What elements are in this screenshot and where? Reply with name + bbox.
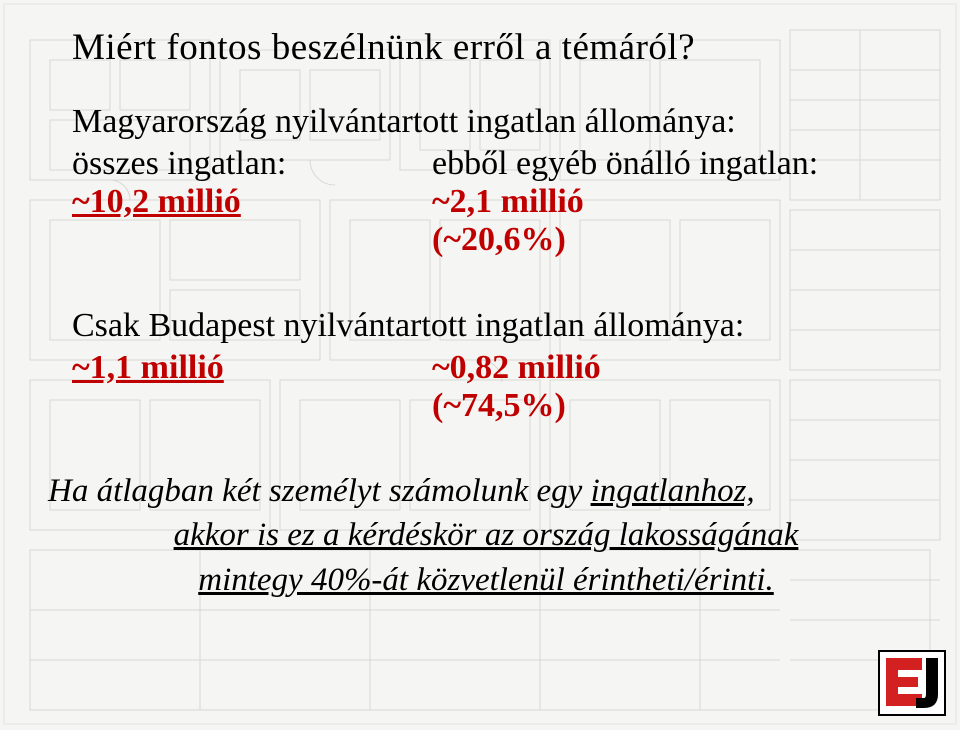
conclusion-block: Ha átlagban két személyt számolunk egy i… (48, 469, 924, 603)
hungary-right-value: ~2,1 millió (432, 183, 584, 220)
hungary-left-value: ~10,2 millió (72, 183, 241, 220)
conclusion-line1b: ingatlanhoz, (591, 473, 755, 509)
slide-title: Miért fontos beszélnünk erről a témáról? (72, 26, 924, 69)
slide-content: Miért fontos beszélnünk erről a témáról?… (0, 0, 960, 730)
budapest-right-value: ~0,82 millió (432, 349, 601, 386)
conclusion-line2: akkor is ez a kérdéskör az ország lakoss… (174, 513, 799, 558)
company-logo-icon (878, 650, 946, 716)
budapest-heading: Csak Budapest nyilvántartott ingatlan ál… (72, 303, 924, 349)
hungary-heading: Magyarország nyilvántartott ingatlan áll… (72, 99, 924, 145)
conclusion-line1a: Ha átlagban két személyt számolunk egy (48, 473, 591, 509)
hungary-left-label: összes ingatlan: (72, 145, 432, 183)
hungary-right-pct: (~20,6%) (432, 221, 566, 258)
budapest-right-pct: (~74,5%) (432, 387, 566, 424)
budapest-left-value: ~1,1 millió (72, 349, 224, 386)
conclusion-line3: mintegy 40%-át közvetlenül érintheti/éri… (198, 558, 774, 603)
hungary-right-label: ebből egyéb önálló ingatlan: (432, 145, 924, 183)
